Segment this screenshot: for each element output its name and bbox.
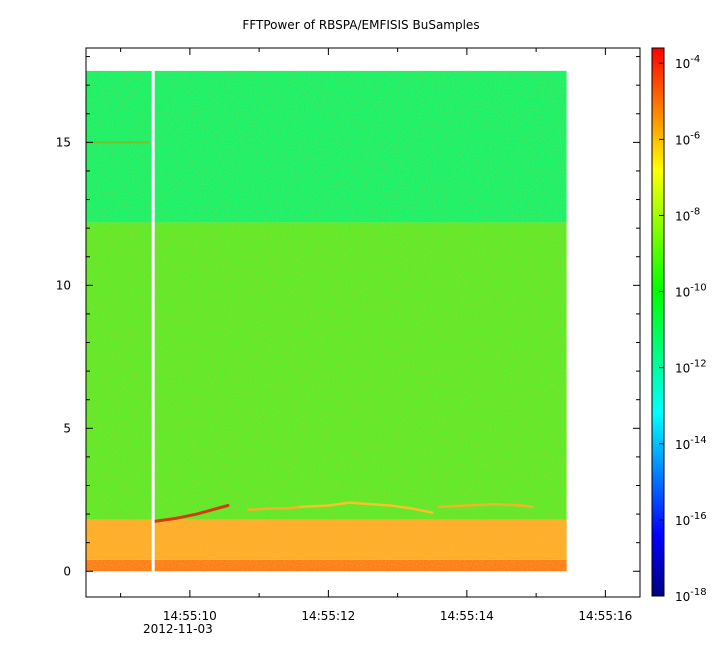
x-tick-label-3: 14:55:16 bbox=[578, 609, 632, 623]
y-tick-label-0: 0 bbox=[63, 564, 71, 578]
colorbar-label-1: 10-6 bbox=[675, 130, 700, 147]
plot-frame bbox=[85, 47, 641, 598]
x-tick-label-2: 14:55:14 bbox=[440, 609, 494, 623]
y-tick-label-3: 15 bbox=[56, 135, 71, 149]
x-tick-label-1: 14:55:12 bbox=[301, 609, 355, 623]
x-tick-label-0: 14:55:10 bbox=[163, 609, 217, 623]
colorbar-scale bbox=[651, 47, 665, 597]
spectrogram-image bbox=[86, 70, 567, 572]
feature-tone-a bbox=[247, 505, 302, 512]
y-tick-label-1: 5 bbox=[63, 421, 71, 435]
band-noise-0 bbox=[86, 559, 567, 572]
colorbar-label-5: 10-14 bbox=[675, 435, 707, 452]
colorbar-label-3: 10-10 bbox=[675, 283, 707, 300]
chart-title: FFTPower of RBSPA/EMFISIS BuSamples bbox=[242, 18, 479, 32]
colorbar-label-0: 10-4 bbox=[675, 54, 700, 71]
colorbar-label-6: 10-16 bbox=[675, 511, 707, 528]
feature-tone-c bbox=[437, 502, 534, 509]
colorbar-label-7: 10-18 bbox=[675, 587, 707, 604]
band-noise-1 bbox=[86, 519, 567, 560]
band-noise-3 bbox=[86, 70, 567, 223]
colorbar: 10-4 10-6 10-8 10-10 10-12 10-14 10-16 10-18 bbox=[651, 47, 707, 604]
feature-rising-tone bbox=[153, 504, 230, 523]
band-noise-2 bbox=[86, 222, 567, 520]
y-axis: 0 5 10 15 bbox=[56, 56, 640, 578]
x-tick-sublabel-0: 2012-11-03 bbox=[143, 622, 213, 636]
colorbar-label-4: 10-12 bbox=[675, 359, 707, 376]
feature-tone-b bbox=[299, 501, 434, 514]
data-gap bbox=[151, 70, 155, 572]
colorbar-label-2: 10-8 bbox=[675, 206, 700, 223]
y-tick-label-2: 10 bbox=[56, 278, 71, 292]
